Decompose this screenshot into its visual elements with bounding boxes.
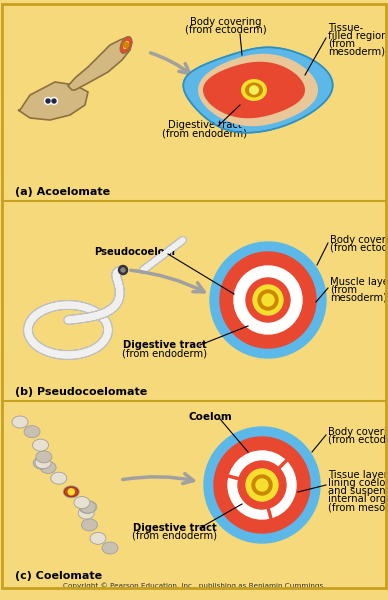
Ellipse shape: [12, 416, 28, 428]
Text: mesoderm): mesoderm): [330, 293, 387, 303]
Ellipse shape: [245, 82, 263, 97]
Text: (from ectoderm): (from ectoderm): [185, 25, 267, 35]
Ellipse shape: [81, 501, 97, 513]
Text: (from endoderm): (from endoderm): [163, 128, 248, 138]
Ellipse shape: [36, 451, 52, 463]
Text: (from: (from: [328, 39, 355, 49]
Circle shape: [253, 285, 283, 315]
Text: Muscle layer: Muscle layer: [330, 277, 388, 287]
Ellipse shape: [79, 502, 95, 514]
Ellipse shape: [40, 461, 56, 473]
Text: Tissue layer: Tissue layer: [328, 470, 388, 480]
Text: and suspending: and suspending: [328, 486, 388, 496]
Circle shape: [46, 99, 50, 103]
Text: Digestive tract: Digestive tract: [123, 340, 207, 350]
Text: internal organs: internal organs: [328, 494, 388, 504]
Circle shape: [256, 479, 268, 491]
Text: (from endoderm): (from endoderm): [132, 531, 218, 541]
Circle shape: [123, 43, 128, 47]
Ellipse shape: [241, 79, 267, 101]
Ellipse shape: [80, 501, 96, 513]
Text: Body covering: Body covering: [330, 235, 388, 245]
Polygon shape: [198, 54, 318, 126]
Ellipse shape: [74, 497, 90, 509]
Text: mesoderm): mesoderm): [328, 47, 385, 57]
Circle shape: [258, 290, 278, 310]
Polygon shape: [18, 82, 88, 120]
Ellipse shape: [90, 532, 106, 544]
Text: (from ectoderm): (from ectoderm): [330, 243, 388, 253]
Text: (from mesoderm): (from mesoderm): [328, 502, 388, 512]
Ellipse shape: [78, 507, 94, 519]
Circle shape: [68, 489, 74, 495]
Ellipse shape: [123, 41, 129, 49]
Polygon shape: [183, 47, 333, 133]
Text: Coelom: Coelom: [188, 412, 232, 422]
Ellipse shape: [120, 37, 132, 53]
Circle shape: [121, 268, 125, 272]
Ellipse shape: [64, 487, 78, 497]
Ellipse shape: [51, 472, 67, 484]
Text: (from: (from: [330, 285, 357, 295]
Text: Digestive tract: Digestive tract: [133, 523, 217, 533]
Text: Digestive tract: Digestive tract: [168, 120, 242, 130]
Text: (c) Coelomate: (c) Coelomate: [15, 571, 102, 581]
Text: filled region: filled region: [328, 31, 388, 41]
Circle shape: [252, 475, 272, 495]
Circle shape: [204, 427, 320, 543]
Circle shape: [262, 294, 274, 306]
Polygon shape: [203, 62, 305, 118]
Text: Body covering: Body covering: [328, 427, 388, 437]
Circle shape: [234, 266, 302, 334]
Polygon shape: [68, 37, 132, 90]
Text: Tissue-: Tissue-: [328, 23, 363, 33]
Ellipse shape: [63, 486, 79, 498]
Circle shape: [250, 86, 258, 94]
Circle shape: [50, 97, 57, 104]
Ellipse shape: [24, 425, 40, 437]
Text: (b) Pseudocoelomate: (b) Pseudocoelomate: [15, 387, 147, 397]
Circle shape: [246, 469, 278, 501]
Text: Pseudocoelom: Pseudocoelom: [95, 247, 175, 257]
Ellipse shape: [102, 542, 118, 554]
Circle shape: [238, 461, 286, 509]
Ellipse shape: [67, 488, 75, 494]
Circle shape: [118, 265, 128, 275]
Circle shape: [45, 97, 52, 104]
Ellipse shape: [33, 457, 49, 469]
Ellipse shape: [249, 85, 259, 94]
Ellipse shape: [33, 439, 48, 451]
Circle shape: [214, 437, 310, 533]
Text: (a) Acoelomate: (a) Acoelomate: [15, 187, 110, 197]
Circle shape: [52, 99, 56, 103]
Text: (from endoderm): (from endoderm): [123, 348, 208, 358]
Text: Copyright © Pearson Education, Inc., publishing as Benjamin Cummings.: Copyright © Pearson Education, Inc., pub…: [63, 583, 325, 589]
Circle shape: [246, 278, 290, 322]
Ellipse shape: [81, 519, 97, 531]
Circle shape: [210, 242, 326, 358]
Ellipse shape: [35, 457, 51, 469]
Text: lining coelom: lining coelom: [328, 478, 388, 488]
Text: Body covering: Body covering: [190, 17, 262, 27]
Circle shape: [228, 451, 296, 519]
Circle shape: [220, 252, 316, 348]
Ellipse shape: [34, 457, 50, 469]
Text: (from ectoderm): (from ectoderm): [328, 435, 388, 445]
